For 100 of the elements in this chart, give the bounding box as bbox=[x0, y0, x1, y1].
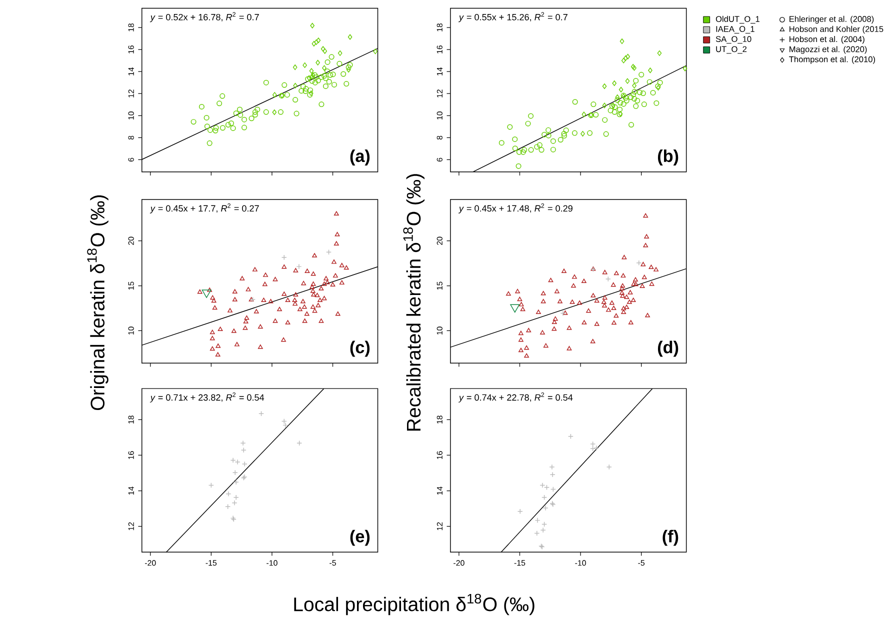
point bbox=[328, 54, 334, 60]
point bbox=[296, 440, 302, 446]
point bbox=[516, 163, 522, 169]
y-axis-title: Original keratin δ$^{18}$O (‰) bbox=[87, 195, 108, 410]
point bbox=[296, 264, 302, 270]
point bbox=[242, 461, 248, 467]
legend-label: Thompson et al. (2010) bbox=[789, 56, 876, 64]
point bbox=[373, 48, 378, 54]
point bbox=[240, 447, 246, 453]
point bbox=[560, 310, 566, 316]
point bbox=[640, 90, 646, 96]
legend-label: UT_O_2 bbox=[716, 46, 747, 54]
point bbox=[612, 104, 618, 110]
point bbox=[238, 112, 244, 118]
point bbox=[272, 109, 277, 115]
point bbox=[512, 136, 518, 142]
point bbox=[322, 72, 328, 78]
point bbox=[546, 132, 552, 138]
point bbox=[650, 90, 656, 96]
point bbox=[572, 98, 578, 104]
point bbox=[316, 37, 321, 43]
point bbox=[190, 118, 196, 124]
annotation: y = 0.55x + 15.26, R$^{2}$ = 0.7 bbox=[458, 12, 568, 22]
point bbox=[302, 62, 307, 68]
point bbox=[618, 100, 624, 106]
point bbox=[220, 93, 226, 99]
point bbox=[534, 144, 540, 150]
point bbox=[622, 94, 628, 100]
point bbox=[593, 112, 599, 118]
point bbox=[498, 140, 504, 146]
annotation: (b) bbox=[658, 149, 678, 166]
point bbox=[258, 410, 264, 416]
point bbox=[326, 249, 332, 255]
point bbox=[516, 149, 522, 155]
point bbox=[314, 74, 320, 80]
point bbox=[212, 128, 218, 134]
legend-label: Ehleringer et al. (2008) bbox=[790, 16, 874, 24]
point bbox=[310, 22, 315, 28]
point bbox=[293, 82, 298, 88]
point bbox=[582, 112, 586, 118]
point bbox=[300, 84, 306, 90]
point bbox=[632, 88, 638, 94]
point bbox=[225, 504, 231, 510]
point bbox=[534, 530, 540, 536]
point bbox=[292, 96, 298, 102]
point bbox=[657, 50, 662, 56]
annotation: y = 0.74x + 22.78, R$^{2}$ = 0.54 bbox=[458, 392, 573, 402]
point bbox=[278, 109, 284, 115]
point bbox=[248, 115, 254, 121]
annotation: (d) bbox=[658, 340, 678, 357]
point bbox=[316, 60, 320, 66]
point bbox=[594, 445, 600, 451]
point bbox=[562, 132, 568, 138]
point bbox=[633, 78, 639, 84]
point bbox=[620, 38, 624, 44]
point bbox=[638, 72, 644, 78]
point bbox=[540, 482, 546, 488]
point bbox=[572, 130, 578, 136]
point bbox=[512, 145, 518, 151]
point bbox=[682, 66, 688, 72]
point bbox=[318, 101, 324, 107]
point bbox=[603, 131, 609, 137]
point bbox=[322, 48, 328, 54]
point bbox=[624, 55, 628, 61]
point bbox=[292, 64, 298, 70]
point bbox=[621, 58, 626, 64]
point bbox=[252, 112, 258, 118]
point bbox=[528, 146, 534, 152]
point bbox=[542, 521, 548, 527]
point bbox=[637, 89, 643, 95]
point bbox=[602, 102, 607, 108]
point bbox=[612, 80, 617, 86]
point bbox=[522, 146, 528, 152]
point bbox=[308, 87, 314, 93]
point bbox=[550, 472, 556, 478]
point bbox=[220, 124, 226, 130]
point bbox=[312, 40, 316, 46]
point bbox=[606, 464, 612, 470]
annotation: y = 0.71x + 23.82, R$^{2}$ = 0.54 bbox=[150, 392, 264, 402]
annotation: (c) bbox=[350, 340, 370, 357]
point bbox=[620, 101, 626, 107]
point bbox=[213, 124, 219, 130]
point bbox=[626, 54, 630, 60]
point bbox=[528, 113, 534, 119]
point bbox=[207, 127, 213, 133]
point bbox=[550, 146, 556, 152]
point bbox=[328, 72, 334, 78]
point bbox=[536, 142, 542, 148]
point bbox=[263, 80, 269, 86]
point bbox=[625, 78, 630, 84]
annotation: y = 0.45x + 17.7, R$^{2}$ = 0.27 bbox=[150, 203, 259, 214]
point bbox=[347, 62, 353, 68]
point bbox=[314, 39, 319, 45]
point bbox=[324, 59, 330, 65]
point bbox=[525, 120, 531, 126]
point bbox=[272, 92, 277, 98]
x-axis-title: Local precipitation δ$^{18}$O (‰) bbox=[294, 594, 534, 615]
legend-label: SA_O_10 bbox=[716, 36, 752, 44]
point bbox=[561, 130, 567, 136]
point bbox=[517, 508, 523, 514]
